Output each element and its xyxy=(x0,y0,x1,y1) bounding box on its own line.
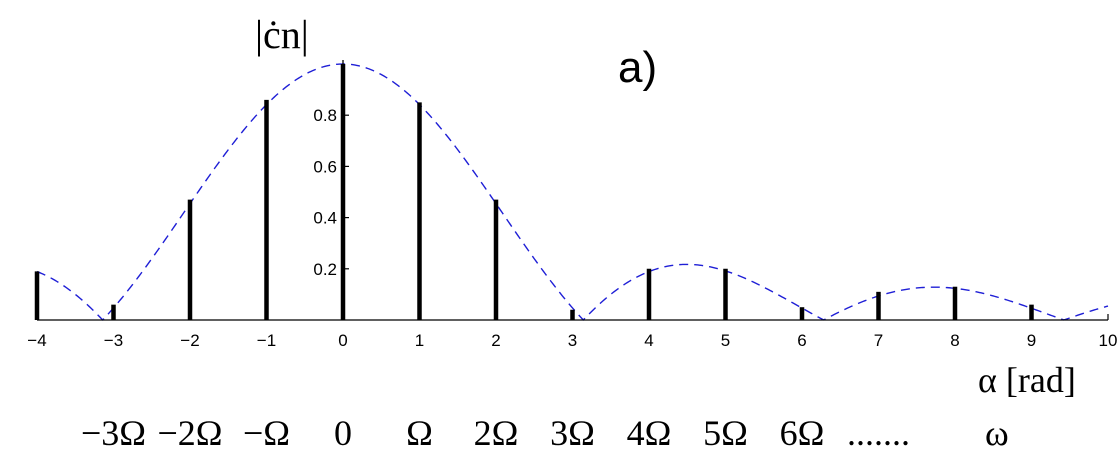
y-tick-label: 0.8 xyxy=(313,106,337,125)
omega-tick-label: Ω xyxy=(406,413,433,453)
x-axis-label: α [rad] xyxy=(978,360,1076,400)
omega-tick-label: 2Ω xyxy=(474,413,519,453)
omega-tick-label: −3Ω xyxy=(81,413,146,453)
axis-layer xyxy=(36,60,1109,321)
x-tick-label: 4 xyxy=(644,331,653,350)
omega-tick-label: 3Ω xyxy=(550,413,595,453)
stem-layer xyxy=(34,64,1034,320)
omega-tick-label: 4Ω xyxy=(627,413,672,453)
x-tick-label: 7 xyxy=(874,331,883,350)
omega-axis-labels: −3Ω −2Ω −Ω 0 Ω 2Ω 3Ω 4Ω 5Ω 6Ω....... xyxy=(81,413,910,453)
x-tick-label: 8 xyxy=(950,331,959,350)
omega-tick-label: 5Ω xyxy=(703,413,748,453)
y-tick-label: 0.6 xyxy=(313,157,337,176)
omega-tick-label: 6Ω xyxy=(780,413,825,453)
envelope-curve xyxy=(36,63,1109,321)
omega-tick-label: −2Ω xyxy=(157,413,222,453)
omega-tick-label: 0 xyxy=(334,413,352,453)
x-tick-label: 9 xyxy=(1027,331,1036,350)
x-tick-label: −1 xyxy=(257,331,276,350)
y-axis-label: |ċn| xyxy=(255,12,309,57)
x-tick-label: −2 xyxy=(180,331,199,350)
x-tick-label: 5 xyxy=(721,331,730,350)
x-tick-label: −3 xyxy=(104,331,123,350)
tick-label-layer: −4 −3 −2 −1 0 1 2 3 4 5 6 7 8 9 10 0.2 0.4 0.6 0.8 xyxy=(27,106,1117,350)
y-tick-label: 0.4 xyxy=(313,209,337,228)
omega-tick-label: −Ω xyxy=(243,413,290,453)
x-tick-label: 2 xyxy=(491,331,500,350)
panel-label: a) xyxy=(618,43,657,92)
omega-variable-label: ω xyxy=(985,413,1009,453)
y-tick-label: 0.2 xyxy=(313,260,337,279)
x-tick-label: 1 xyxy=(415,331,424,350)
x-tick-label: −4 xyxy=(27,331,46,350)
x-tick-label: 10 xyxy=(1099,331,1117,350)
x-tick-label: 3 xyxy=(568,331,577,350)
x-tick-label: 0 xyxy=(338,331,347,350)
omega-tick-label: ....... xyxy=(847,413,910,453)
x-tick-label: 6 xyxy=(797,331,806,350)
envelope-layer xyxy=(36,63,1109,321)
